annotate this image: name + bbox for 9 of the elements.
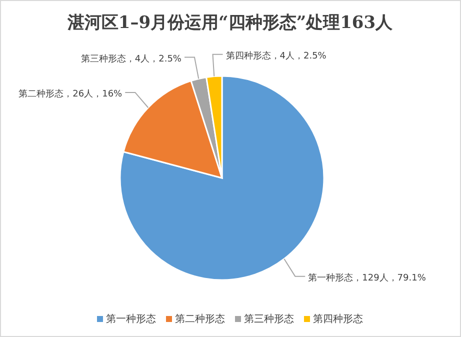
data-label: 第三种形态，4人，2.5%: [80, 53, 182, 64]
legend-label: 第三种形态: [244, 313, 294, 325]
legend-label: 第一种形态: [106, 313, 156, 325]
data-label: 第一种形态，129人，79.1%: [308, 272, 426, 284]
data-label: 第二种形态，26人，16%: [18, 88, 123, 100]
data-label: 第四种形态，4人，2.5%: [226, 50, 327, 62]
legend-label: 第二种形态: [175, 313, 225, 325]
chart-title: 湛河区1–9月份运用“四种形态”处理163人: [66, 13, 394, 33]
legend-label: 第四种形态: [313, 313, 363, 325]
